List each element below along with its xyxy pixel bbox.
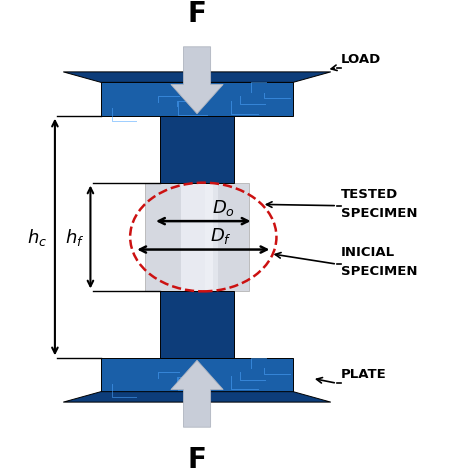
Bar bbox=[161, 292, 234, 358]
Text: SPECIMEN: SPECIMEN bbox=[341, 207, 418, 220]
Bar bbox=[181, 182, 213, 292]
Text: PLATE: PLATE bbox=[341, 368, 387, 381]
Text: SPECIMEN: SPECIMEN bbox=[341, 265, 418, 278]
Bar bbox=[161, 116, 234, 182]
Text: F: F bbox=[188, 0, 207, 28]
FancyArrow shape bbox=[171, 360, 223, 427]
Text: $h_f$: $h_f$ bbox=[65, 227, 84, 247]
Text: F: F bbox=[188, 446, 207, 474]
Bar bbox=[205, 182, 218, 292]
Text: INICIAL: INICIAL bbox=[341, 246, 395, 259]
Text: TESTED: TESTED bbox=[341, 188, 399, 201]
Text: $h_c$: $h_c$ bbox=[27, 227, 47, 247]
Bar bbox=[145, 182, 249, 292]
Polygon shape bbox=[63, 72, 331, 82]
FancyArrow shape bbox=[171, 47, 223, 114]
Bar bbox=[101, 82, 293, 116]
Text: LOAD: LOAD bbox=[341, 53, 382, 65]
Bar bbox=[101, 358, 293, 392]
Polygon shape bbox=[63, 392, 331, 402]
Text: $D_f$: $D_f$ bbox=[210, 226, 231, 246]
Text: $D_o$: $D_o$ bbox=[212, 198, 235, 218]
